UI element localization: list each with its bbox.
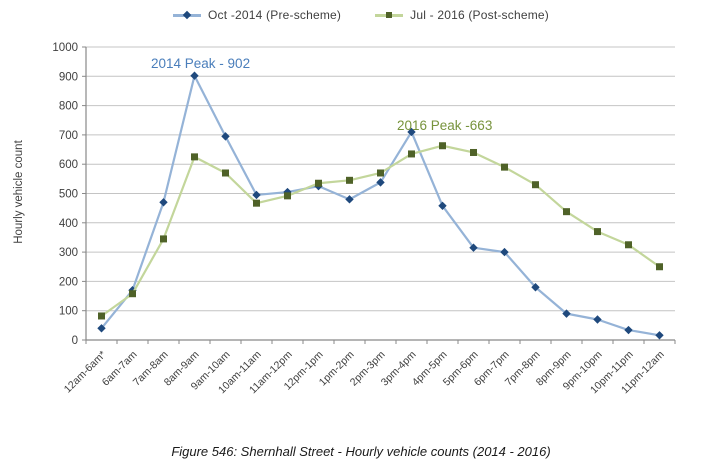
data-point-diamond: [469, 243, 478, 252]
series-2014: [97, 71, 664, 340]
data-point-diamond: [407, 127, 416, 137]
y-tick-label: 600: [59, 159, 78, 171]
x-tick-label: 12am-6am*: [62, 349, 109, 396]
data-point-diamond: [438, 201, 447, 211]
y-tick-label: 900: [59, 71, 78, 83]
y-tick-label: 0: [72, 335, 78, 347]
legend-item-2014: Oct -2014 (Pre-scheme): [173, 8, 341, 22]
line-chart: 0 100 200 300 400 500 600 700 800 900 1000 12am-6am…: [52, 42, 676, 396]
data-point-diamond: [283, 187, 292, 197]
y-tick-label: 500: [59, 189, 78, 201]
legend-swatch-2016: [375, 10, 404, 20]
y-tick-label: 1000: [52, 42, 78, 54]
data-point-diamond: [345, 195, 354, 204]
chart-legend: Oct -2014 (Pre-scheme) Jul - 2016 (Post-…: [0, 8, 722, 22]
data-point-square: [470, 148, 477, 156]
square-marker-icon: [386, 12, 393, 18]
y-tick-label: 300: [59, 247, 78, 259]
y-axis-ticks: 0 100 200 300 400 500 600 700 800 900 1000: [52, 42, 86, 347]
legend-label-2014: Oct -2014 (Pre-scheme): [208, 8, 342, 22]
data-point-square: [532, 181, 539, 189]
gridlines: [86, 46, 675, 312]
data-point-square: [253, 199, 260, 207]
data-point-square: [439, 142, 446, 150]
data-point-square: [625, 241, 632, 249]
data-point-square: [315, 179, 322, 187]
data-point-diamond: [252, 190, 261, 200]
data-point-square: [284, 192, 291, 200]
data-point-square: [98, 312, 105, 320]
data-point-square: [408, 150, 415, 158]
data-point-square: [129, 290, 136, 298]
data-point-diamond: [128, 285, 137, 295]
x-axis-ticks: [85, 340, 676, 344]
data-point-square: [191, 153, 198, 161]
data-point-diamond: [593, 315, 602, 324]
data-point-square: [501, 163, 508, 171]
data-point-square: [222, 169, 229, 177]
y-tick-label: 400: [59, 218, 78, 230]
y-tick-label: 200: [59, 276, 78, 288]
series-line: [100, 74, 661, 337]
data-point-diamond: [531, 283, 540, 292]
legend-label-2016: Jul - 2016 (Post-scheme): [410, 8, 549, 22]
y-tick-label: 700: [59, 130, 78, 142]
legend-item-2016: Jul - 2016 (Post-scheme): [375, 8, 549, 22]
data-point-diamond: [376, 178, 385, 187]
series-2016: [98, 142, 663, 320]
data-point-diamond: [221, 132, 230, 141]
data-point-diamond: [624, 325, 633, 335]
data-point-square: [377, 169, 384, 177]
y-tick-label: 800: [59, 101, 78, 113]
peak-annotation-2016: 2016 Peak -663: [397, 118, 493, 133]
data-point-square: [346, 176, 353, 184]
data-point-square: [563, 208, 570, 216]
data-point-square: [656, 263, 663, 271]
data-point-diamond: [190, 71, 199, 80]
legend-swatch-2014: [173, 10, 202, 20]
x-axis-labels: 12am-6am*6am-7am7am-8am8am-9am9am-10am10…: [62, 348, 667, 396]
data-point-square: [160, 235, 167, 243]
data-point-diamond: [655, 331, 664, 340]
data-point-diamond: [97, 324, 106, 333]
y-tick-label: 100: [59, 306, 78, 318]
data-point-diamond: [562, 309, 571, 318]
data-point-diamond: [500, 247, 509, 257]
data-point-square: [594, 228, 601, 236]
data-point-diamond: [159, 198, 168, 207]
peak-annotation-2014: 2014 Peak - 902: [151, 56, 251, 71]
figure-caption: Figure 546: Shernhall Street - Hourly ve…: [171, 444, 551, 459]
